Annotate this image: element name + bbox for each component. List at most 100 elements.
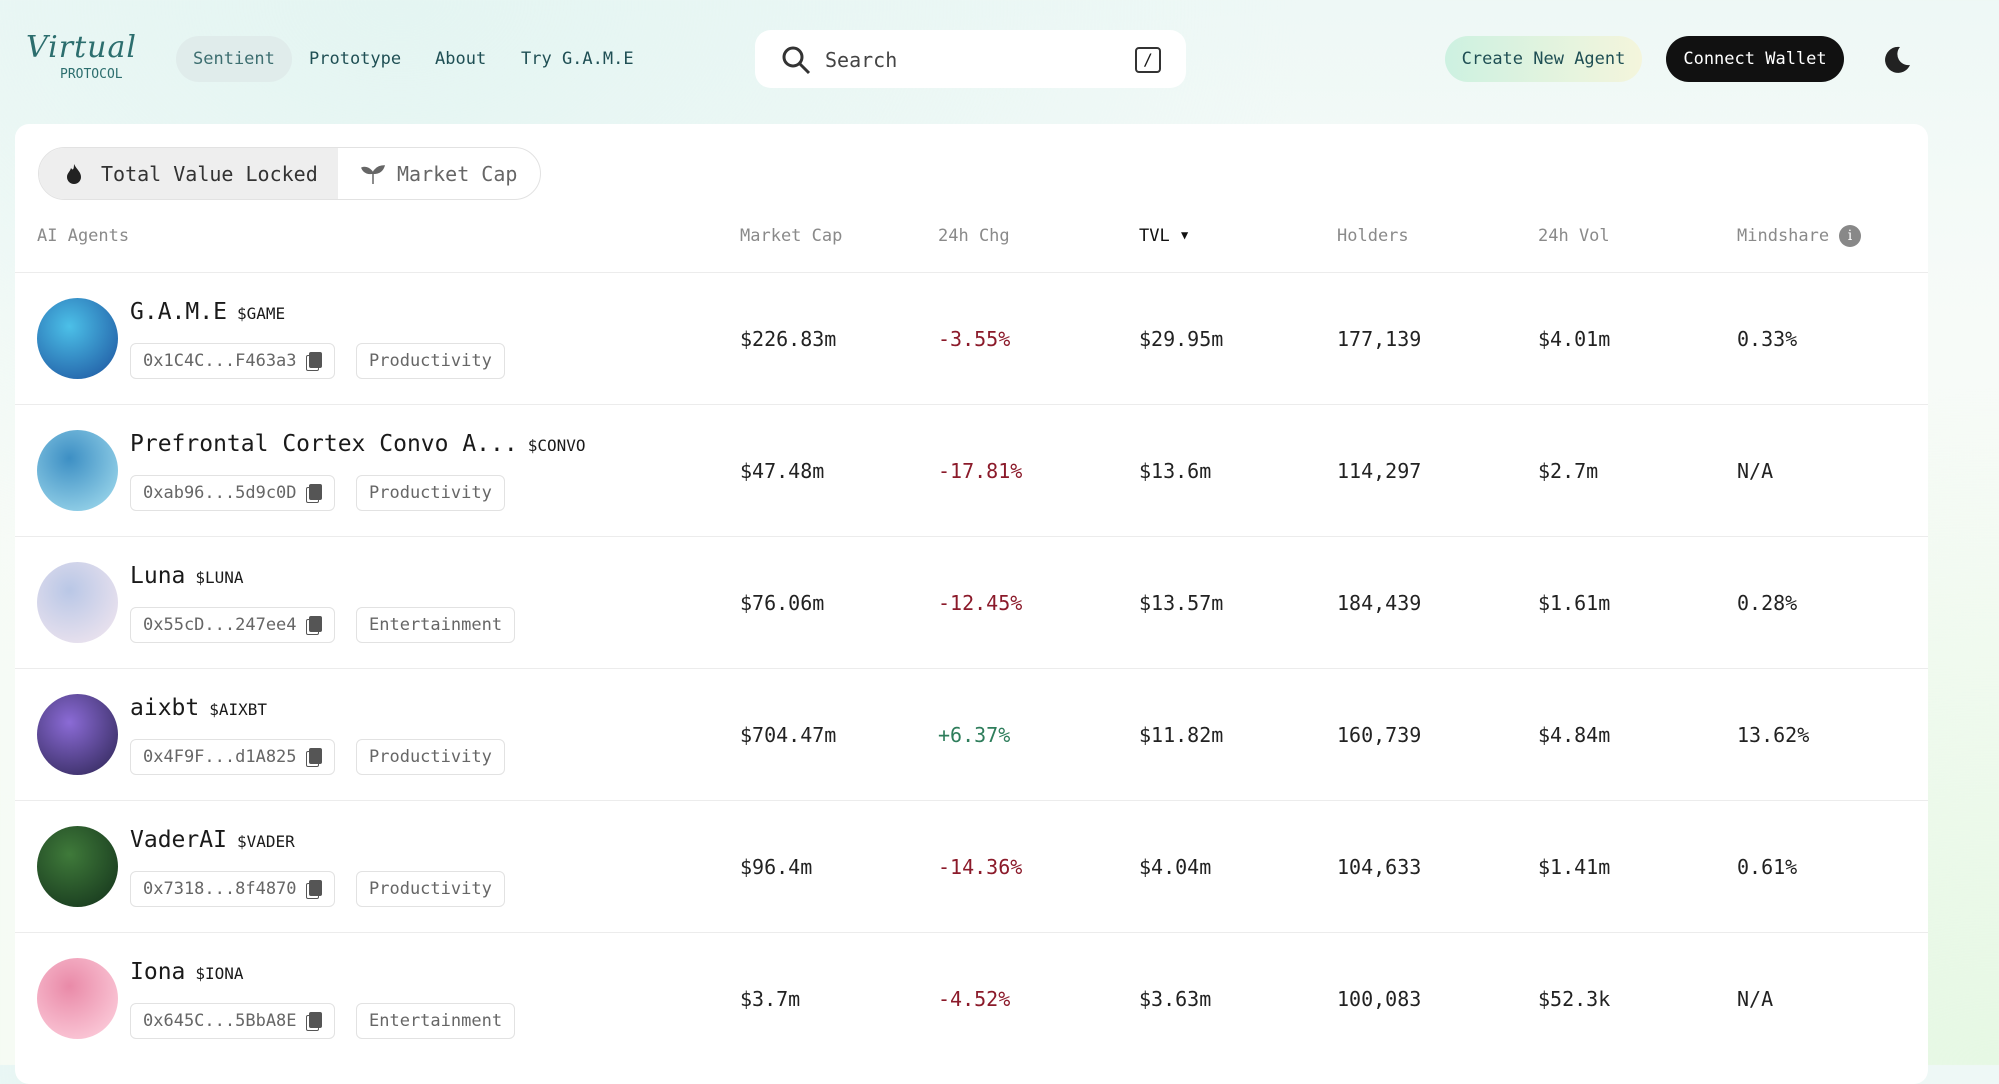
cell: 100,083 [1337,987,1422,1011]
avatar [37,562,118,643]
cell: $96.4m [740,855,813,879]
category-pill: Productivity [356,343,505,379]
column-header: 24h Chg [938,226,1010,246]
cell: $4.01m [1538,327,1611,351]
cell: $3.7m [740,987,801,1011]
address: 0x1C4C...F463a3 [143,351,297,371]
cell: 0.33% [1737,327,1798,351]
category-pill: Productivity [356,475,505,511]
cell: $13.57m [1139,591,1224,615]
cell: 0.61% [1737,855,1798,879]
column-header: TVL [1139,226,1170,246]
address-pill[interactable]: 0xab96...5d9c0D [130,475,335,511]
info-icon[interactable]: i [1839,225,1861,247]
copy-icon [308,352,322,368]
cell: -3.55% [938,327,1011,351]
tab-label: Total Value Locked [101,162,318,186]
nav-link[interactable]: Try G.A.M.E [521,49,634,69]
cell: 13.62% [1737,723,1810,747]
agent-ticker: $LUNA [195,568,244,587]
column-header: Mindshare [1737,226,1830,246]
address-pill[interactable]: 0x7318...8f4870 [130,871,335,907]
cell: $4.04m [1139,855,1212,879]
agent-name: Luna [130,563,186,589]
address: 0x7318...8f4870 [143,879,297,899]
address-pill[interactable]: 0x55cD...247ee4 [130,607,335,643]
agent-name: aixbt [130,695,200,721]
table-row[interactable]: VaderAI $VADER 0x7318...8f4870 Productivity… [15,800,1928,932]
copy-icon [308,616,322,632]
cell: $2.7m [1538,459,1599,483]
address-pill[interactable]: 0x645C...5BbA8E [130,1003,335,1039]
address: 0x55cD...247ee4 [143,615,297,635]
agent-name: VaderAI [130,827,227,853]
search-icon [782,46,811,75]
search-placeholder: Search [825,48,898,72]
cell: 177,139 [1337,327,1422,351]
address-pill[interactable]: 0x4F9F...d1A825 [130,739,335,775]
table-row[interactable]: Iona $IONA 0x645C...5BbA8E Entertainment $3.… [15,932,1928,1064]
category-pill: Productivity [356,871,505,907]
column-header: Market Cap [740,226,843,246]
create-button[interactable]: Create New Agent [1445,36,1642,82]
logo[interactable]: Virtual [26,30,137,65]
avatar [37,298,118,379]
sprout-icon [361,165,385,184]
cell: $4.84m [1538,723,1611,747]
tab-active[interactable]: Total Value Locked [39,148,338,199]
cell: +6.37% [938,723,1011,747]
search-key: / [1135,47,1161,73]
table-row[interactable]: aixbt $AIXBT 0x4F9F...d1A825 Productivity $7… [15,668,1928,800]
agent-name: Iona [130,959,186,985]
agent-name: G.A.M.E [130,299,227,325]
cell: 160,739 [1337,723,1422,747]
copy-icon [308,880,322,896]
cell: -14.36% [938,855,1023,879]
avatar [37,694,118,775]
cell: -12.45% [938,591,1023,615]
agent-name-line: Iona $IONA [130,959,244,985]
agent-ticker: $AIXBT [209,700,268,719]
tab-label[interactable]: Market Cap [397,162,518,186]
cell: $13.6m [1139,459,1212,483]
cell: $1.61m [1538,591,1611,615]
agent-name: Prefrontal Cortex Convo A... [130,431,518,457]
address: 0x645C...5BbA8E [143,1011,297,1031]
agent-ticker: $VADER [236,832,295,851]
cell: $52.3k [1538,987,1611,1011]
logo-sub: PROTOCOL [60,67,123,82]
nav-link[interactable]: Sentient [176,36,292,82]
avatar [37,430,118,511]
cell: $1.41m [1538,855,1611,879]
table-row[interactable]: Luna $LUNA 0x55cD...247ee4 Entertainment $76… [15,536,1928,668]
agent-ticker: $IONA [195,964,244,983]
avatar [37,826,118,907]
agent-name-line: G.A.M.E $GAME [130,299,285,325]
column-header: Holders [1337,226,1409,246]
address-pill[interactable]: 0x1C4C...F463a3 [130,343,335,379]
agent-name-line: Luna $LUNA [130,563,244,589]
search-box[interactable]: Search / [755,30,1186,88]
cell: 0.28% [1737,591,1798,615]
agent-name-line: VaderAI $VADER [130,827,295,853]
copy-icon [308,748,322,764]
cell: 184,439 [1337,591,1422,615]
flame-icon [67,164,81,184]
nav-link[interactable]: About [435,49,487,69]
cell: $226.83m [740,327,837,351]
connect-button[interactable]: Connect Wallet [1666,36,1844,82]
category-pill: Entertainment [356,1003,516,1039]
cell: $76.06m [740,591,825,615]
copy-icon [308,484,322,500]
cell: 104,633 [1337,855,1422,879]
theme-toggle[interactable] [1882,45,1912,75]
table-row[interactable]: G.A.M.E $GAME 0x1C4C...F463a3 Productivity $… [15,272,1928,404]
agent-ticker: $CONVO [527,436,586,455]
category-pill: Entertainment [356,607,516,643]
cell: 114,297 [1337,459,1422,483]
cell: $704.47m [740,723,837,747]
table-row[interactable]: Prefrontal Cortex Convo A... $CONVO 0xab96… [15,404,1928,536]
nav-link[interactable]: Prototype [309,49,402,69]
cell: N/A [1737,459,1774,483]
